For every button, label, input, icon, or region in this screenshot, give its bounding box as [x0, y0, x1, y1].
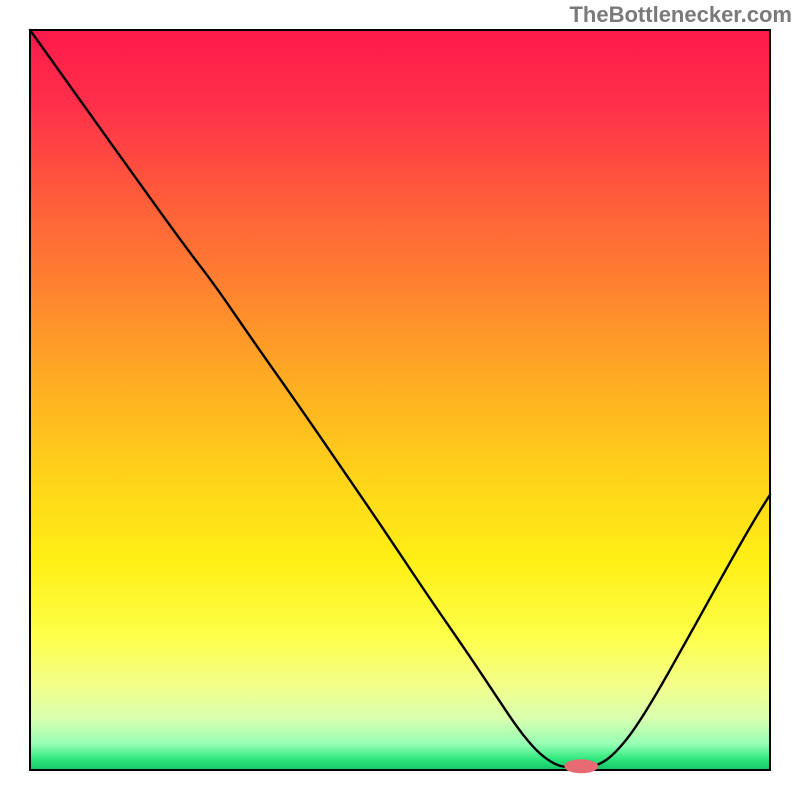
optimal-point-marker: [564, 759, 598, 773]
chart-container: TheBottlenecker.com: [0, 0, 800, 800]
watermark-text: TheBottlenecker.com: [569, 2, 792, 28]
bottleneck-curve-chart: [0, 0, 800, 800]
chart-background: [30, 30, 770, 770]
